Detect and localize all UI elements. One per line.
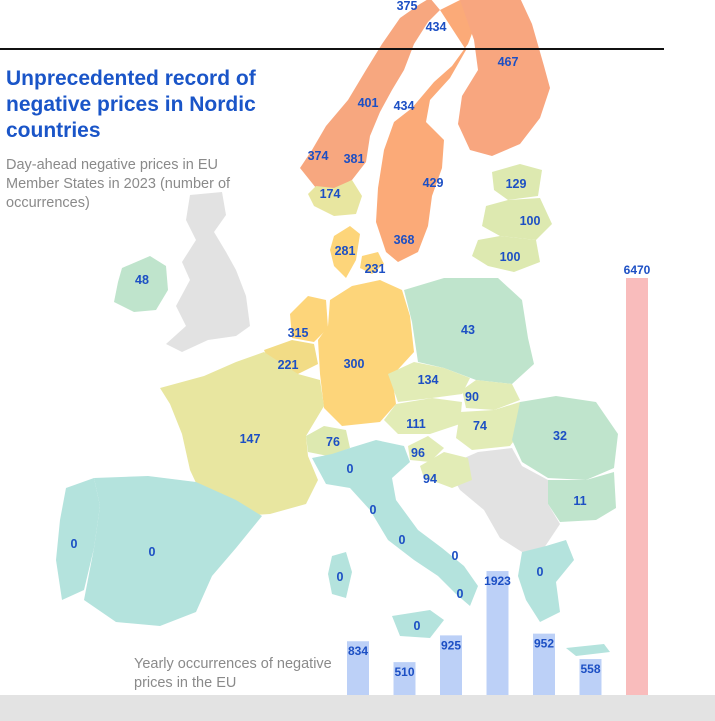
country-value-LV: 100 <box>520 214 541 228</box>
slovenia-region <box>408 436 444 462</box>
poland-region <box>404 278 534 384</box>
uk-region <box>166 192 250 352</box>
bulgaria-region <box>548 472 616 522</box>
country-value-SE-south: 429 <box>423 176 444 190</box>
country-value-PT: 0 <box>71 537 78 551</box>
country-value-SE-far-south: 368 <box>394 233 415 247</box>
bar-2023 <box>626 278 648 695</box>
switzerland-region <box>306 426 350 456</box>
country-value-NO-central: 381 <box>344 152 365 166</box>
greece-region <box>518 540 574 622</box>
country-value-DK-east: 231 <box>365 262 386 276</box>
country-value-SE-mid: 434 <box>394 99 415 113</box>
ireland-region <box>114 256 168 312</box>
germany-region <box>318 280 414 426</box>
map-subtitle: Day-ahead negative prices in EU Member S… <box>6 157 231 211</box>
lithuania-region <box>472 236 540 272</box>
bar-2018 <box>393 662 416 695</box>
country-value-SE-north: 434 <box>426 20 447 34</box>
norway-south-region <box>308 180 362 216</box>
sardinia-region <box>328 552 352 598</box>
hungary-region <box>456 402 530 450</box>
country-value-NO-mid: 401 <box>358 96 379 110</box>
top-rule <box>0 48 664 50</box>
country-value-IT-south: 0 <box>452 549 459 563</box>
country-value-IT-centre-south: 0 <box>399 533 406 547</box>
bar-value-2018: 510 <box>394 665 414 679</box>
bar-value-2023: 6470 <box>624 263 651 277</box>
sweden-region <box>376 0 478 262</box>
country-value-IT-centre-north: 0 <box>370 503 377 517</box>
bar-2022 <box>579 659 602 695</box>
country-value-HU: 74 <box>473 419 487 433</box>
portugal-region <box>56 478 100 600</box>
country-value-HR: 94 <box>423 472 437 486</box>
country-value-LT: 100 <box>500 250 521 264</box>
bar-2020 <box>486 571 509 695</box>
romania-region <box>512 396 618 480</box>
bar-value-2022: 558 <box>580 662 600 676</box>
bar-value-2021: 952 <box>534 637 554 651</box>
country-value-PL: 43 <box>461 323 475 337</box>
country-value-EE: 129 <box>506 177 527 191</box>
spain-region <box>84 476 262 626</box>
netherlands-region <box>290 296 328 342</box>
country-value-BE: 221 <box>278 358 299 372</box>
bar-value-2019: 925 <box>441 638 461 652</box>
country-value-IE: 48 <box>135 273 149 287</box>
crete-region <box>566 644 610 656</box>
country-value-IT-calabria: 0 <box>457 587 464 601</box>
country-value-NO-south: 174 <box>320 187 341 201</box>
bar-2021 <box>533 633 555 695</box>
country-labels: 375 434 467 401 434 374 381 429 174 368 281 231 129 1… <box>71 0 587 633</box>
country-value-AT: 111 <box>406 417 426 431</box>
bar-2019 <box>440 635 462 695</box>
country-value-NO-west: 374 <box>308 149 329 163</box>
bar-value-2017: 834 <box>348 644 368 658</box>
country-value-RO: 32 <box>553 429 567 443</box>
country-value-NL: 315 <box>288 326 309 340</box>
denmark-region <box>330 226 360 278</box>
denmark-islands-region <box>360 252 384 274</box>
country-value-FR: 147 <box>240 432 261 446</box>
sicily-region <box>392 610 444 638</box>
norway-region <box>300 0 440 190</box>
italy-region <box>312 440 478 606</box>
yearly-chart-label: Yearly occurrences of negative prices in… <box>134 656 332 691</box>
bottom-band <box>0 695 715 721</box>
latvia-region <box>482 198 552 240</box>
country-value-FI: 467 <box>498 55 519 69</box>
country-value-SI: 96 <box>411 446 425 460</box>
czech-region <box>388 362 470 402</box>
country-value-DK-west: 281 <box>335 244 356 258</box>
country-value-IT-sicily: 0 <box>414 619 421 633</box>
country-value-ES: 0 <box>149 545 156 559</box>
country-value-IT-sardinia: 0 <box>337 570 344 584</box>
country-value-IT-north: 0 <box>347 462 354 476</box>
country-value-GR: 0 <box>537 565 544 579</box>
bar-value-2020: 1923 <box>484 574 511 588</box>
country-value-CZ: 134 <box>418 373 439 387</box>
country-value-SK: 90 <box>465 390 479 404</box>
austria-region <box>384 398 462 434</box>
croatia-region <box>420 452 472 488</box>
country-value-BG: 11 <box>573 494 586 508</box>
bar-2017 <box>347 641 369 695</box>
estonia-region <box>492 164 542 200</box>
balkans-region <box>446 448 560 552</box>
page-title: Unprecedented record of negative prices … <box>6 67 256 142</box>
slovakia-region <box>462 380 520 410</box>
finland-region <box>458 0 550 156</box>
country-value-NO-north: 375 <box>397 0 418 13</box>
france-region <box>160 352 324 516</box>
country-value-CH: 76 <box>326 435 340 449</box>
country-value-DE: 300 <box>344 357 365 371</box>
